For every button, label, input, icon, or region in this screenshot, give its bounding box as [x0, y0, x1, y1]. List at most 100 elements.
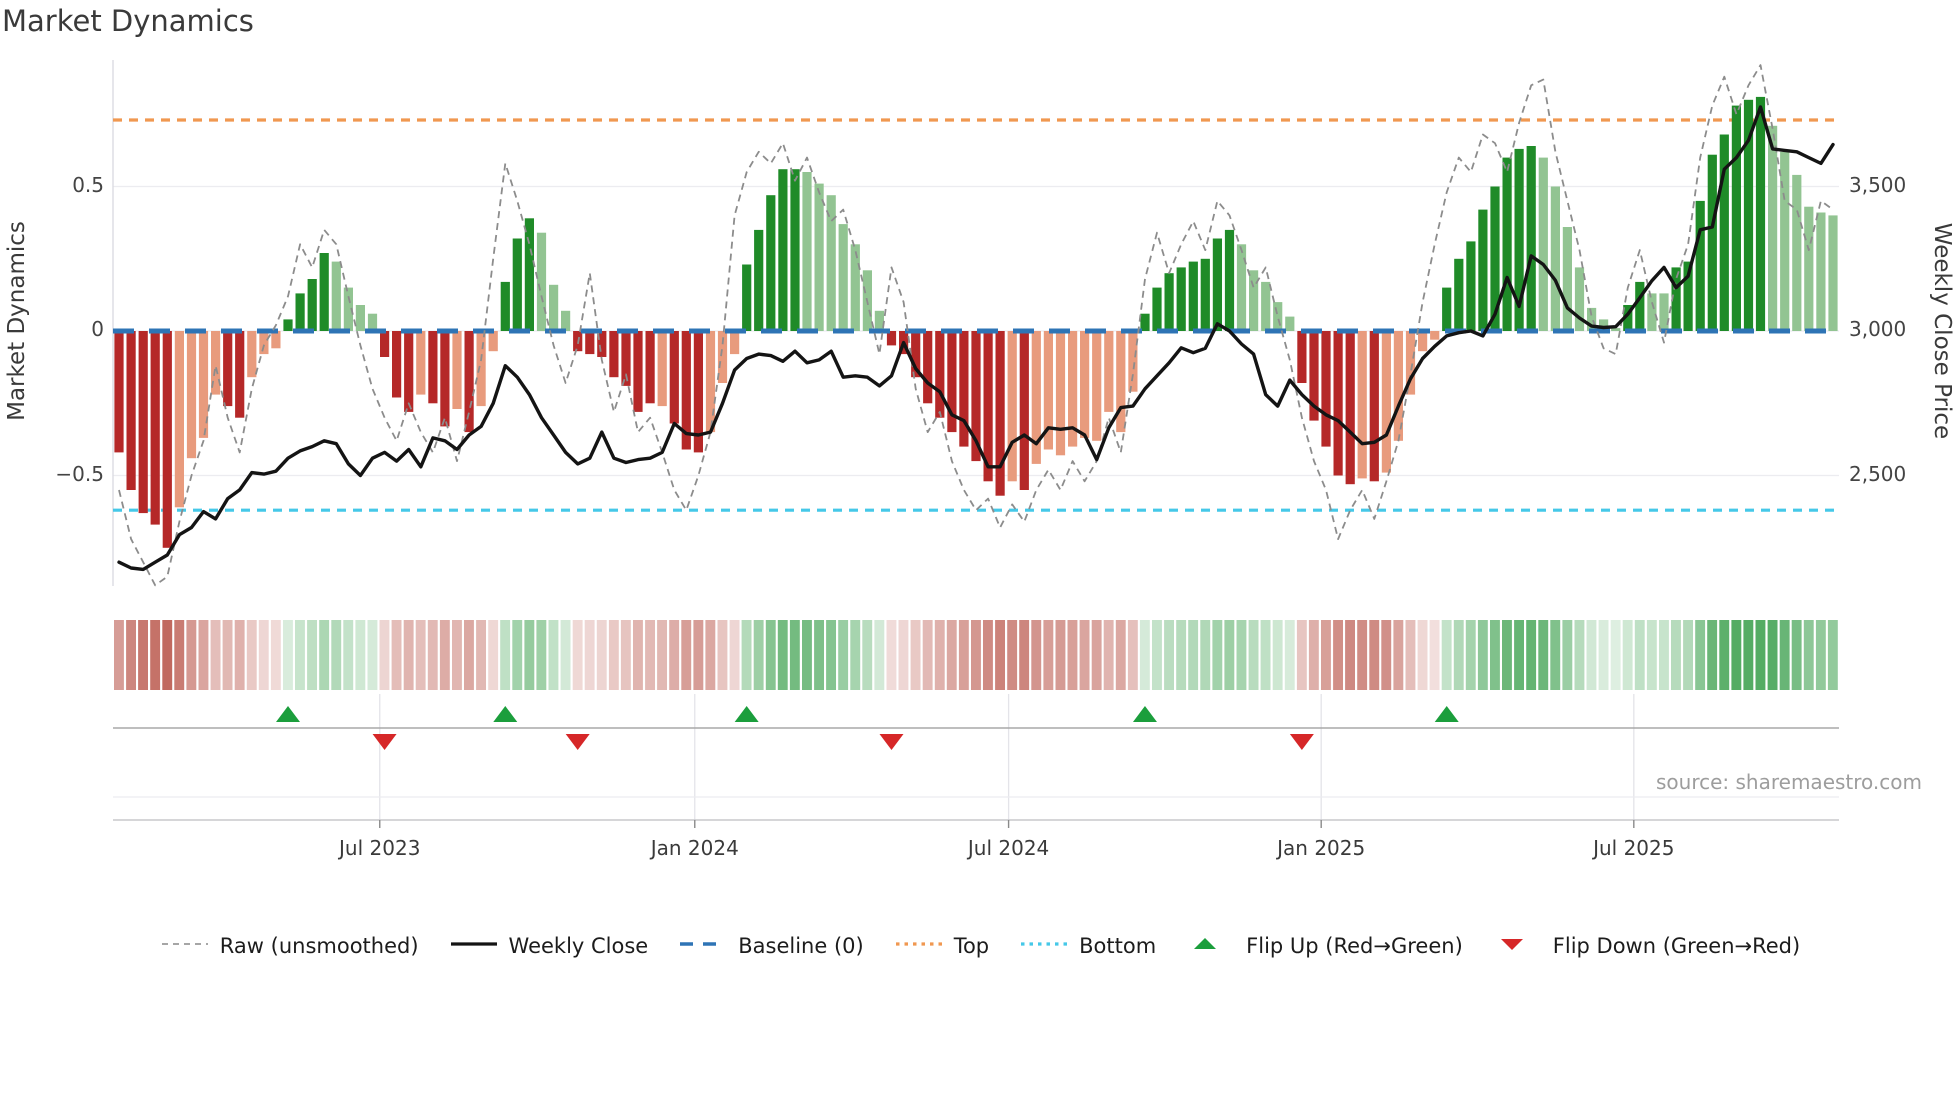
heatmap-cell: [657, 620, 667, 690]
momentum-bar-positive: [561, 310, 571, 331]
momentum-bar-negative: [392, 331, 402, 398]
flip-up-legend-icon: [1186, 934, 1236, 958]
heatmap-cell: [1308, 620, 1319, 690]
momentum-bar-negative: [1007, 331, 1017, 482]
heatmap-cell: [1538, 620, 1549, 690]
heatmap-cell: [1103, 620, 1114, 690]
momentum-bar-positive: [1152, 287, 1162, 331]
weekly-close-line: [117, 105, 1835, 572]
heatmap-cell: [1707, 620, 1718, 690]
momentum-bar-negative: [693, 331, 703, 453]
heatmap-cell: [1622, 620, 1633, 690]
momentum-bar-positive: [1526, 146, 1536, 331]
heatmap-cell: [1502, 620, 1512, 690]
heatmap-cell: [1381, 620, 1392, 690]
heatmap-cell: [1031, 620, 1042, 690]
heatmap-cell: [1272, 620, 1283, 690]
momentum-bar-positive: [331, 261, 341, 331]
momentum-bar-negative: [911, 331, 921, 378]
heatmap-cell: [1405, 620, 1416, 690]
heatmap-cell: [934, 620, 945, 690]
heatmap-cell: [1200, 620, 1211, 690]
momentum-bar-negative: [162, 331, 172, 548]
momentum-bar-negative: [923, 331, 933, 404]
momentum-bar-negative: [223, 331, 233, 407]
heatmap-cell: [789, 620, 800, 690]
momentum-bar-positive: [1743, 99, 1754, 331]
heatmap-cell: [1743, 620, 1754, 690]
heatmap-cell: [162, 620, 173, 690]
flip-down-legend-icon: [1493, 934, 1543, 958]
heatmap-cell: [524, 620, 535, 690]
momentum-bar-positive: [1574, 267, 1585, 331]
momentum-bar-negative: [1393, 331, 1403, 441]
heatmap-cell: [536, 620, 547, 690]
momentum-bar-positive: [549, 284, 559, 331]
momentum-bar-positive: [1816, 212, 1826, 331]
momentum-bar-negative: [1116, 331, 1126, 433]
heatmap-cell: [307, 620, 317, 690]
momentum-bar-positive: [850, 244, 860, 331]
chart-legend: Raw (unsmoothed) Weekly Close Baseline (0)…: [0, 934, 1960, 958]
momentum-bar-positive: [1647, 293, 1657, 331]
momentum-bar-negative: [150, 331, 160, 525]
heatmap-cell: [1224, 620, 1235, 690]
momentum-bar-positive: [1562, 227, 1572, 331]
momentum-bar-positive: [1261, 281, 1271, 331]
momentum-bar-negative: [271, 331, 281, 349]
momentum-bar-negative: [971, 331, 981, 462]
momentum-bar-positive: [1611, 328, 1621, 331]
heatmap-cell: [717, 620, 728, 690]
momentum-bar-negative: [235, 331, 245, 418]
momentum-bar-positive: [754, 229, 764, 331]
bottom-legend-icon: [1019, 934, 1069, 958]
heatmap-cell: [874, 620, 885, 690]
heatmap-cell: [741, 620, 752, 690]
momentum-bar-positive: [283, 319, 293, 331]
heatmap-cell: [596, 620, 607, 690]
momentum-bar-negative: [983, 331, 993, 482]
momentum-bar-positive: [343, 287, 353, 331]
heatmap-cell: [439, 620, 450, 690]
heatmap-cell: [403, 620, 414, 690]
heatmap-cell: [1453, 620, 1464, 690]
heatmap-cell: [1646, 620, 1657, 690]
heatmap-cell: [367, 620, 378, 690]
legend-item-weekly-close: Weekly Close: [449, 934, 648, 958]
heatmap-cell: [150, 620, 161, 690]
heatmap-cell: [1007, 620, 1018, 690]
heatmap-cell: [1115, 620, 1126, 690]
heatmap-cell: [114, 620, 124, 690]
momentum-bar-negative: [186, 331, 197, 459]
heatmap-cell: [1067, 620, 1078, 690]
momentum-bar-positive: [1164, 273, 1174, 331]
heatmap-cell: [1803, 620, 1814, 690]
heatmap-cell: [476, 620, 486, 690]
heatmap-cell: [1610, 620, 1621, 690]
momentum-bar-positive: [1623, 305, 1633, 331]
heatmap-cell: [1791, 620, 1802, 690]
momentum-bar-positive: [1695, 200, 1705, 331]
heatmap-cell: [126, 620, 136, 690]
heatmap-cell: [1152, 620, 1162, 690]
momentum-bar-positive: [319, 253, 329, 331]
heatmap-cell: [886, 620, 897, 690]
source-credit: source: sharemaestro.com: [1656, 770, 1922, 794]
momentum-bar-negative: [1092, 331, 1102, 441]
heatmap-cell: [1043, 620, 1054, 690]
heatmap-cell: [1659, 620, 1669, 690]
legend-item-flip-down: Flip Down (Green→Red): [1493, 934, 1800, 958]
heatmap-cell: [910, 620, 921, 690]
heatmap-cell: [802, 620, 812, 690]
momentum-bar-positive: [1285, 316, 1295, 331]
momentum-bar-negative: [1418, 331, 1428, 352]
y-tick-left: 0: [91, 317, 104, 341]
heatmap-cell: [1815, 620, 1826, 690]
momentum-bar-negative: [645, 331, 655, 404]
heatmap-cell: [295, 620, 305, 690]
momentum-bar-negative: [633, 331, 643, 412]
momentum-bar-positive: [307, 279, 317, 331]
heatmap-cell: [1393, 620, 1404, 690]
momentum-bar-positive: [1212, 238, 1222, 331]
